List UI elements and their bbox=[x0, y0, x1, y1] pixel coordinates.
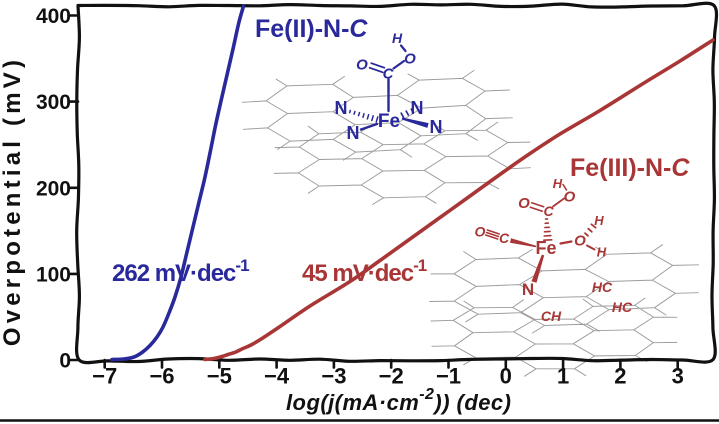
svg-text:Fe: Fe bbox=[535, 238, 556, 258]
svg-text:H: H bbox=[597, 245, 607, 260]
svg-text:N: N bbox=[430, 117, 443, 137]
svg-text:2: 2 bbox=[614, 364, 626, 389]
svg-text:O: O bbox=[574, 233, 586, 250]
svg-text:N: N bbox=[522, 280, 534, 299]
svg-text:O: O bbox=[564, 189, 576, 206]
svg-text:−7: −7 bbox=[92, 364, 117, 389]
svg-text:HC: HC bbox=[592, 279, 613, 295]
svg-text:HC: HC bbox=[612, 299, 633, 315]
svg-text:Fe(II)-N-C: Fe(II)-N-C bbox=[255, 15, 368, 43]
svg-text:O: O bbox=[518, 195, 530, 212]
svg-text:Fe(III)-N-C: Fe(III)-N-C bbox=[570, 154, 690, 182]
svg-text:N: N bbox=[411, 98, 424, 118]
svg-text:CH: CH bbox=[541, 308, 562, 324]
svg-text:−5: −5 bbox=[207, 364, 232, 389]
svg-text:Fe: Fe bbox=[378, 111, 400, 132]
svg-text:100: 100 bbox=[36, 263, 71, 286]
svg-text:C: C bbox=[499, 230, 510, 246]
svg-text:262 mV·dec-1: 262 mV·dec-1 bbox=[112, 256, 249, 287]
svg-text:H: H bbox=[553, 176, 563, 191]
svg-text:400: 400 bbox=[36, 5, 71, 28]
svg-text:O: O bbox=[404, 51, 416, 68]
svg-text:N: N bbox=[347, 123, 360, 143]
svg-text:300: 300 bbox=[36, 91, 71, 114]
svg-text:Overpotential (mV): Overpotential (mV) bbox=[0, 56, 26, 346]
svg-text:3: 3 bbox=[672, 364, 684, 389]
svg-text:O: O bbox=[356, 57, 368, 74]
svg-text:1: 1 bbox=[557, 364, 569, 389]
svg-text:log(j(mA·cm-2)) (dec): log(j(mA·cm-2)) (dec) bbox=[286, 386, 511, 415]
svg-text:0: 0 bbox=[59, 350, 71, 373]
svg-text:−2: −2 bbox=[379, 364, 404, 389]
svg-text:H: H bbox=[594, 213, 604, 228]
svg-text:C: C bbox=[383, 66, 395, 83]
svg-text:C: C bbox=[543, 203, 554, 219]
svg-text:N: N bbox=[335, 98, 348, 118]
svg-text:−1: −1 bbox=[436, 364, 461, 389]
svg-text:−6: −6 bbox=[149, 364, 174, 389]
svg-text:45 mV·dec-1: 45 mV·dec-1 bbox=[302, 256, 427, 287]
svg-text:O: O bbox=[475, 224, 486, 240]
svg-text:H: H bbox=[392, 30, 403, 46]
svg-text:0: 0 bbox=[500, 364, 512, 389]
svg-text:−4: −4 bbox=[264, 364, 290, 389]
svg-text:200: 200 bbox=[36, 177, 71, 200]
svg-text:−3: −3 bbox=[321, 364, 346, 389]
